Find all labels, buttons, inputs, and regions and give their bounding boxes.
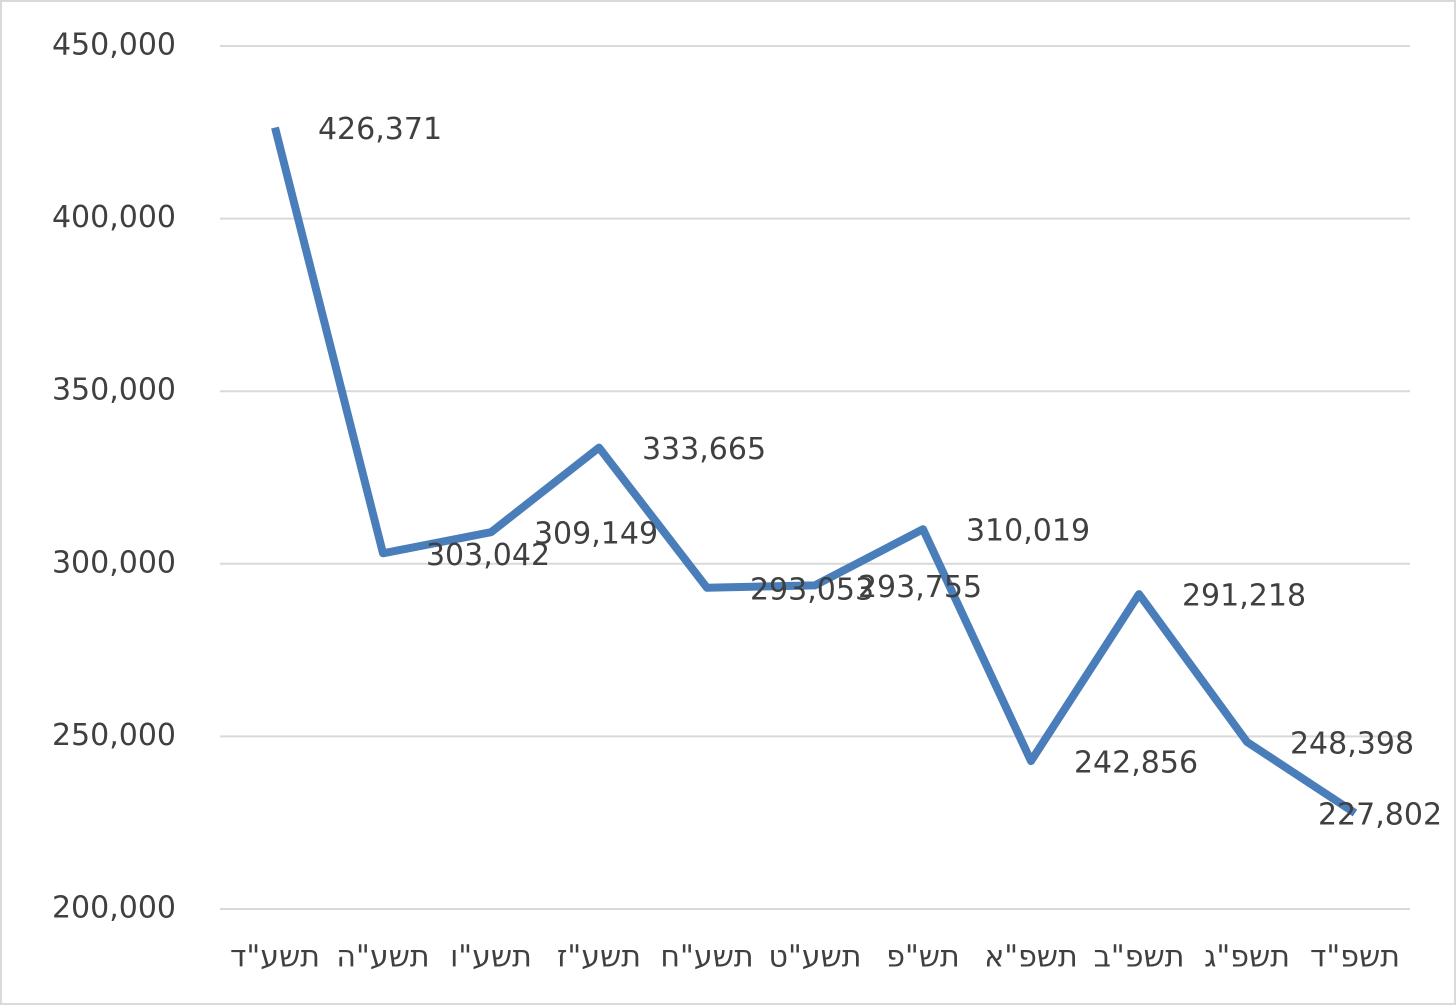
y-tick-label: 350,000	[52, 373, 176, 408]
x-tick-label: תשפ"א	[984, 940, 1078, 975]
x-tick-label: תשע"ו	[450, 940, 532, 975]
data-label: 248,398	[1290, 726, 1414, 761]
data-label: 293,755	[858, 570, 982, 605]
data-label: 333,665	[642, 432, 766, 467]
x-tick-label: תשפ"ד	[1310, 940, 1400, 975]
x-tick-label: תשפ"ב	[1094, 940, 1185, 975]
x-tick-label: תשע"ט	[768, 940, 861, 975]
data-label: 227,802	[1318, 798, 1442, 833]
y-tick-label: 200,000	[52, 891, 176, 926]
x-tick-label: תשע"ח	[660, 940, 753, 975]
data-label: 293,053	[750, 572, 874, 607]
data-label: 310,019	[966, 514, 1090, 549]
x-tick-label: תשע"ד	[230, 940, 320, 975]
x-tick-label: תשע"ה	[336, 940, 429, 975]
x-tick-label: תשע"ז	[557, 940, 641, 975]
y-tick-label: 450,000	[52, 28, 176, 63]
data-label: 291,218	[1182, 579, 1306, 614]
x-tick-label: תשפ"ג	[1204, 940, 1290, 975]
line	[271, 126, 1358, 817]
data-label: 426,371	[318, 112, 442, 147]
y-tick-label: 400,000	[52, 200, 176, 235]
data-label: 242,856	[1074, 746, 1198, 781]
y-tick-label: 300,000	[52, 545, 176, 580]
y-tick-label: 250,000	[52, 718, 176, 753]
x-tick-label: תש"פ	[886, 940, 960, 975]
data-label: 303,042	[426, 538, 550, 573]
data-label: 309,149	[534, 517, 658, 552]
